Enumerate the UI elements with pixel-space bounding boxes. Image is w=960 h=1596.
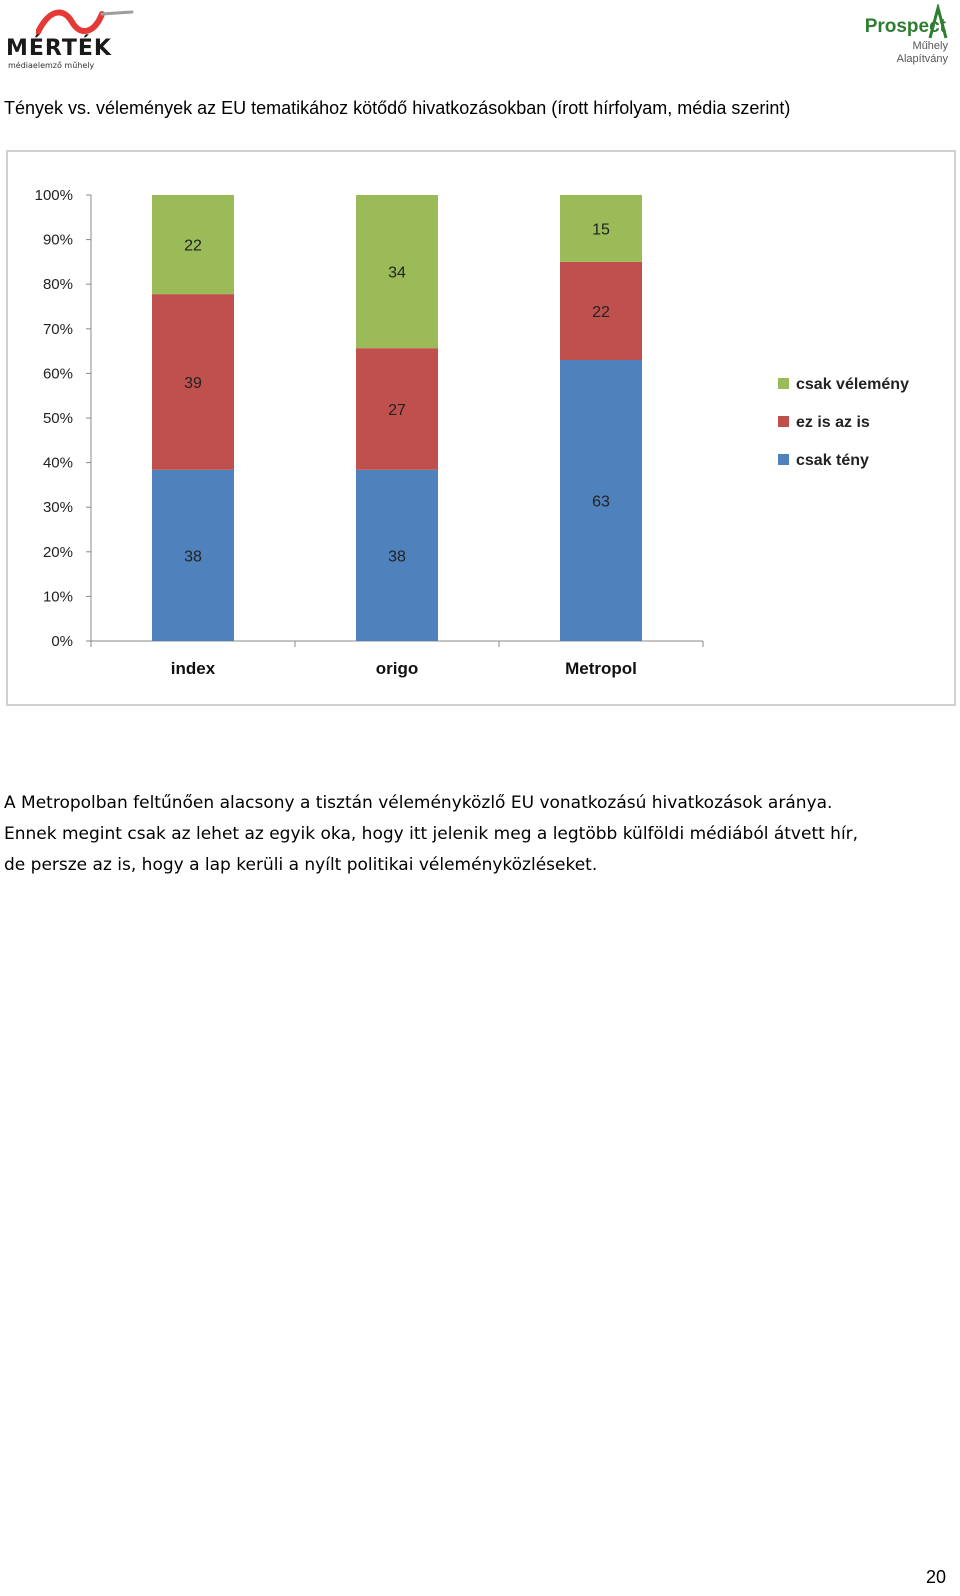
legend-swatch <box>778 416 789 427</box>
data-label: 27 <box>388 402 406 419</box>
data-label: 38 <box>388 548 406 565</box>
data-label: 22 <box>592 304 610 321</box>
category-label: origo <box>376 659 419 678</box>
y-tick-label: 60% <box>43 365 73 382</box>
legend-swatch <box>778 378 789 389</box>
category-label: Metropol <box>565 659 637 678</box>
page-number: 20 <box>925 1567 946 1587</box>
page-title: Tények vs. vélemények az EU tematikához … <box>4 98 791 118</box>
y-tick-label: 30% <box>43 499 73 516</box>
data-label: 63 <box>592 494 610 511</box>
data-label: 22 <box>184 238 202 255</box>
bar-segment <box>560 261 642 361</box>
y-tick-label: 90% <box>43 232 73 249</box>
bar-segment <box>152 469 234 641</box>
prospect-logo-name: Prospect <box>864 16 946 37</box>
bar-segment <box>560 195 642 262</box>
bar-segment <box>560 360 642 641</box>
bar-segment <box>152 294 234 470</box>
mertek-logo: MÉRTÉK médiaelemző műhely <box>6 6 136 70</box>
legend-label: csak tény <box>796 452 869 469</box>
legend-label: ez is az is <box>796 414 870 431</box>
y-tick-label: 80% <box>43 276 73 293</box>
y-tick-label: 20% <box>43 544 73 561</box>
paragraph-line-3: de persze az is, hogy a lap kerüli a nyí… <box>4 855 598 875</box>
legend-label: csak vélemény <box>796 376 909 393</box>
prospect-logo-line2: Műhely <box>912 40 948 52</box>
data-label: 38 <box>184 548 202 565</box>
ribbon-icon <box>36 9 134 35</box>
y-tick-label: 40% <box>43 455 73 472</box>
data-label: 15 <box>592 221 610 238</box>
paragraph-line-2: Ennek megint csak az lehet az egyik oka,… <box>4 824 859 844</box>
mertek-logo-subtitle: médiaelemző műhely <box>8 61 95 70</box>
paragraph-line-1: A Metropolban feltűnően alacsony a tiszt… <box>4 793 833 813</box>
prospect-logo-line3: Alapítvány <box>896 53 948 65</box>
stacked-bar-chart: 0% 10% 20% 30% 40% 50% 60% 70% 80% 90% 100% 38 39 22 i… <box>35 187 909 678</box>
prospect-mark-icon <box>928 4 948 39</box>
prospect-logo: Prospect Műhely Alapítvány <box>854 4 954 68</box>
y-tick-label: 0% <box>51 633 73 650</box>
y-tick-label: 50% <box>43 410 73 427</box>
y-tick-label: 100% <box>35 187 73 204</box>
bar-segment <box>356 195 438 349</box>
y-tick-label: 10% <box>43 588 73 605</box>
legend-swatch <box>778 454 789 465</box>
mertek-logo-name: MÉRTÉK <box>6 36 112 61</box>
data-label: 34 <box>388 265 406 282</box>
bar-segment <box>152 195 234 295</box>
chart-frame: 0% 10% 20% 30% 40% 50% 60% 70% 80% 90% 100% 38 39 22 i… <box>6 150 956 706</box>
y-tick-label: 70% <box>43 321 73 338</box>
category-label: index <box>171 659 216 678</box>
bar-segment <box>356 469 438 641</box>
bar-segment <box>356 348 438 470</box>
data-label: 39 <box>184 375 202 392</box>
body-paragraph: A Metropolban feltűnően alacsony a tiszt… <box>4 788 956 881</box>
